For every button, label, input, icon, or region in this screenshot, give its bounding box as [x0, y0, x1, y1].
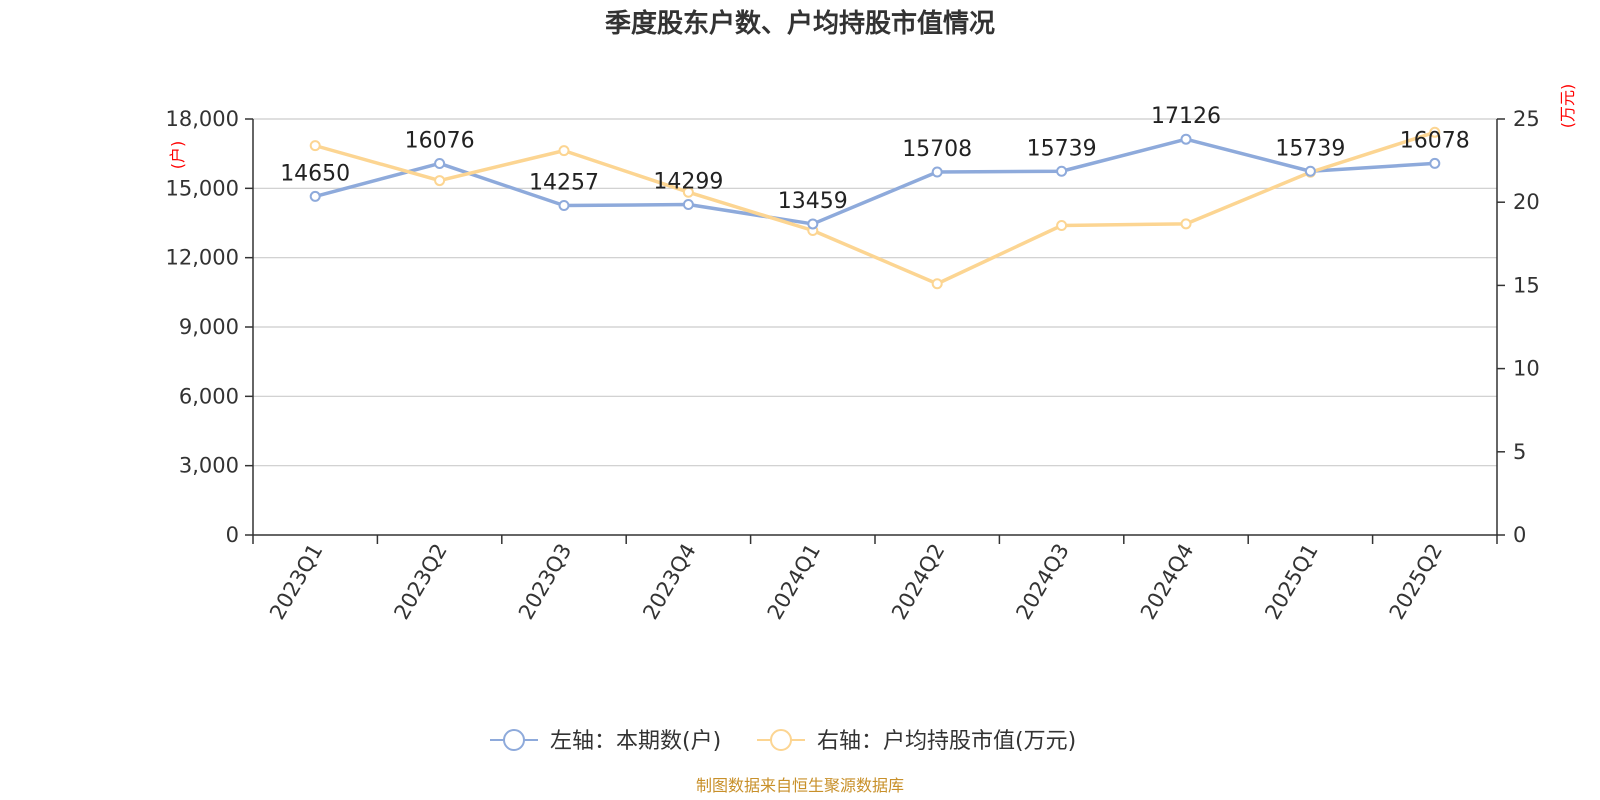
data-label: 15708 [902, 137, 972, 162]
data-point [1180, 218, 1192, 230]
data-point [309, 190, 321, 202]
right-axis-unit: (万元) [1558, 84, 1577, 129]
right-tick-label: 20 [1513, 190, 1540, 214]
data-point [1056, 165, 1068, 177]
x-tick-label: 2025Q2 [1385, 540, 1447, 624]
left-tick-label: 18,000 [166, 107, 239, 131]
data-point [558, 145, 570, 157]
x-tick-label: 2023Q4 [638, 540, 700, 624]
data-label: 13459 [778, 189, 848, 214]
data-label: 16078 [1400, 128, 1470, 153]
data-point [1056, 219, 1068, 231]
right-tick-label: 10 [1513, 357, 1540, 381]
data-point [309, 140, 321, 152]
x-tick-label: 2023Q1 [265, 540, 327, 624]
legend: 左轴：本期数(户) 右轴：户均持股市值(万元) [490, 729, 1076, 754]
data-label: 15739 [1275, 136, 1345, 161]
legend-marker-icon [503, 729, 525, 751]
right-tick-label: 15 [1513, 273, 1540, 297]
x-tick-label: 2024Q3 [1011, 540, 1073, 624]
data-point [807, 218, 819, 230]
x-tick-label: 2025Q1 [1260, 540, 1322, 624]
series-line [314, 130, 1436, 286]
left-tick-label: 12,000 [166, 246, 239, 270]
data-point [434, 175, 446, 187]
left-tick-label: 3,000 [179, 454, 239, 478]
data-point [1429, 126, 1441, 138]
data-point [682, 199, 694, 211]
data-point [434, 157, 446, 169]
x-tick-label: 2024Q4 [1136, 540, 1198, 624]
right-tick-label: 5 [1513, 440, 1526, 464]
data-label: 14299 [653, 170, 723, 195]
left-tick-label: 15,000 [166, 176, 239, 200]
chart-title: 季度股东户数、户均持股市值情况 [605, 8, 995, 39]
data-point [558, 200, 570, 212]
grid-lines [253, 118, 1497, 467]
data-label: 14650 [280, 161, 350, 186]
source-note: 制图数据来自恒生聚源数据库 [696, 776, 904, 795]
data-point [931, 278, 943, 290]
series-group: 14650 16076 14257 14299 13459 15708 15739 17126… [280, 104, 1470, 290]
right-tick-label: 25 [1513, 107, 1540, 131]
data-point [1180, 133, 1192, 145]
left-tick-label: 6,000 [179, 384, 239, 408]
x-tick-label: 2023Q3 [514, 540, 576, 624]
x-tick-label: 2024Q1 [763, 540, 825, 624]
right-tick-label: 0 [1513, 523, 1526, 547]
left-tick-label: 0 [226, 523, 239, 547]
legend-label: 右轴：户均持股市值(万元) [817, 729, 1076, 754]
x-tick-label: 2023Q2 [389, 540, 451, 624]
left-tick-label: 9,000 [179, 315, 239, 339]
data-label: 15739 [1027, 136, 1097, 161]
left-axis-unit: (户) [168, 141, 187, 170]
data-label: 16076 [405, 128, 475, 153]
series-line [314, 137, 1435, 226]
data-point [682, 186, 694, 198]
data-point [1429, 157, 1441, 169]
data-label: 17126 [1151, 104, 1221, 129]
x-tick-label: 2024Q2 [887, 539, 949, 623]
data-point [1304, 165, 1316, 177]
legend-label: 左轴：本期数(户) [550, 729, 721, 754]
legend-marker-icon [770, 729, 792, 751]
data-label: 14257 [529, 171, 599, 196]
data-point [931, 166, 943, 178]
